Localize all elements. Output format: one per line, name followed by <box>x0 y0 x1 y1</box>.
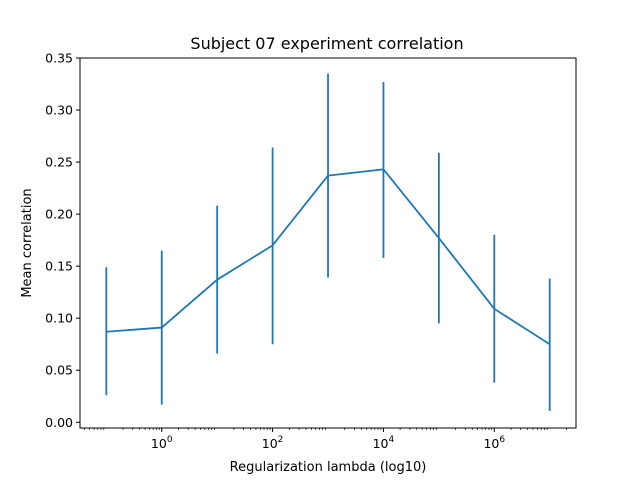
y-tick-label: 0.15 <box>45 259 73 274</box>
x-tick-label: 104 <box>373 435 395 451</box>
y-tick-label: 0.25 <box>45 155 73 170</box>
y-tick-label: 0.10 <box>45 311 73 326</box>
plot-frame <box>79 57 577 429</box>
series-line <box>106 168 551 345</box>
x-axis-label: Regularization lambda (log10) <box>230 460 427 475</box>
error-bars <box>105 73 551 411</box>
y-tick-label: 0.30 <box>45 103 73 118</box>
y-tick-label: 0.20 <box>45 207 73 222</box>
y-tick-label: 0.00 <box>45 415 73 430</box>
y-tick-label: 0.05 <box>45 363 73 378</box>
x-tick-label: 102 <box>262 435 284 451</box>
x-tick-label: 100 <box>151 435 173 451</box>
x-axis-ticks: 100 102 104 106 <box>83 428 567 451</box>
x-tick-label: 106 <box>483 435 505 451</box>
y-tick-label: 0.35 <box>45 51 73 66</box>
y-axis-label: Mean correlation <box>20 188 35 297</box>
y-axis-ticks: 0.00 0.05 0.10 0.15 0.20 0.25 0.30 0.35 <box>45 51 80 430</box>
chart-title: Subject 07 experiment correlation <box>190 34 463 53</box>
